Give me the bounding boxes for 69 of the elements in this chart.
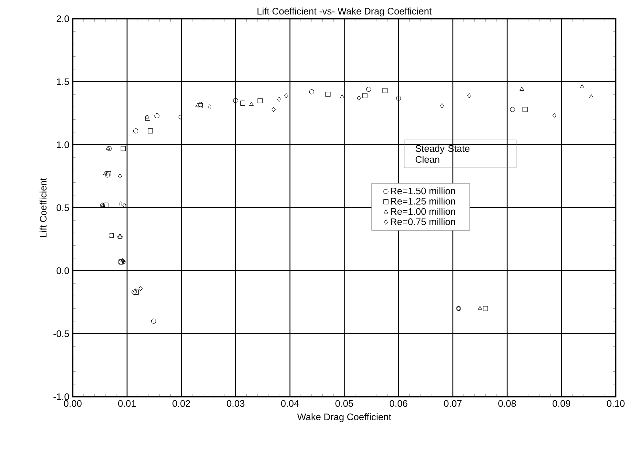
- y-tick-label: 2.0: [56, 16, 70, 22]
- x-tick-label: 0.02: [172, 400, 190, 408]
- x-tick-label: 0.10: [607, 400, 625, 408]
- point: [133, 288, 138, 293]
- x-tick-label: 0.09: [552, 400, 570, 408]
- point: [196, 103, 200, 108]
- y-tick-label: 0.5: [56, 204, 70, 212]
- legend-label: Re=0.75 million: [391, 218, 456, 226]
- legend-label: Re=1.00 million: [391, 208, 456, 216]
- x-tick-label: 0.05: [336, 400, 354, 408]
- point: [440, 103, 444, 108]
- y-tick-label: -1.0: [54, 394, 70, 400]
- point: [134, 290, 140, 295]
- point: [277, 97, 282, 102]
- point: [154, 113, 160, 119]
- point: [467, 93, 472, 98]
- legend-label: Re=1.25 million: [391, 198, 456, 205]
- point: [589, 94, 594, 99]
- point: [366, 87, 372, 92]
- point: [483, 306, 488, 312]
- legend-label: Re=1.50 million: [391, 188, 456, 195]
- x-tick-label: 0.08: [498, 400, 516, 408]
- y-tick-label: -0.5: [54, 330, 70, 338]
- x-tick-label: 0.03: [227, 400, 245, 408]
- x-tick-label: 0.04: [281, 400, 300, 408]
- y-tick-label: 1.0: [57, 142, 70, 148]
- chart-title: Lift Coefficient -vs- Wake Drag Coefficient: [258, 8, 432, 17]
- y-axis-title: Lift Coefficient: [40, 178, 47, 238]
- point: [580, 84, 585, 88]
- point: [103, 171, 108, 176]
- x-axis-title: Wake Drag Coefficient: [297, 414, 392, 422]
- point: [249, 102, 254, 106]
- point: [478, 306, 482, 310]
- point: [120, 258, 126, 262]
- point: [240, 100, 246, 106]
- point: [362, 93, 368, 98]
- point: [396, 96, 402, 101]
- point: [145, 116, 150, 122]
- y-tick-label: 0.0: [56, 268, 70, 274]
- point: [552, 113, 557, 119]
- point: [510, 107, 516, 112]
- point: [233, 98, 238, 104]
- point: [145, 114, 150, 119]
- point: [151, 318, 156, 324]
- point: [132, 290, 137, 295]
- point: [133, 128, 139, 134]
- y-tick-label: 1.5: [57, 78, 70, 86]
- x-tick-label: 0.00: [64, 400, 82, 408]
- point: [522, 107, 528, 112]
- x-tick-label: 0.07: [444, 400, 462, 408]
- x-tick-label: 0.01: [118, 400, 136, 408]
- point: [120, 146, 126, 152]
- point: [357, 96, 362, 101]
- point: [309, 90, 314, 95]
- point: [272, 107, 276, 112]
- point: [258, 98, 263, 104]
- point: [138, 286, 143, 292]
- point: [382, 88, 388, 94]
- point: [122, 260, 126, 265]
- point: [118, 174, 122, 180]
- point: [178, 114, 182, 120]
- point: [326, 92, 331, 98]
- point: [340, 94, 345, 99]
- x-tick-label: 0.06: [390, 400, 408, 408]
- point: [118, 202, 123, 207]
- point: [208, 104, 212, 110]
- point: [520, 87, 524, 91]
- point: [148, 128, 154, 134]
- point: [284, 93, 288, 98]
